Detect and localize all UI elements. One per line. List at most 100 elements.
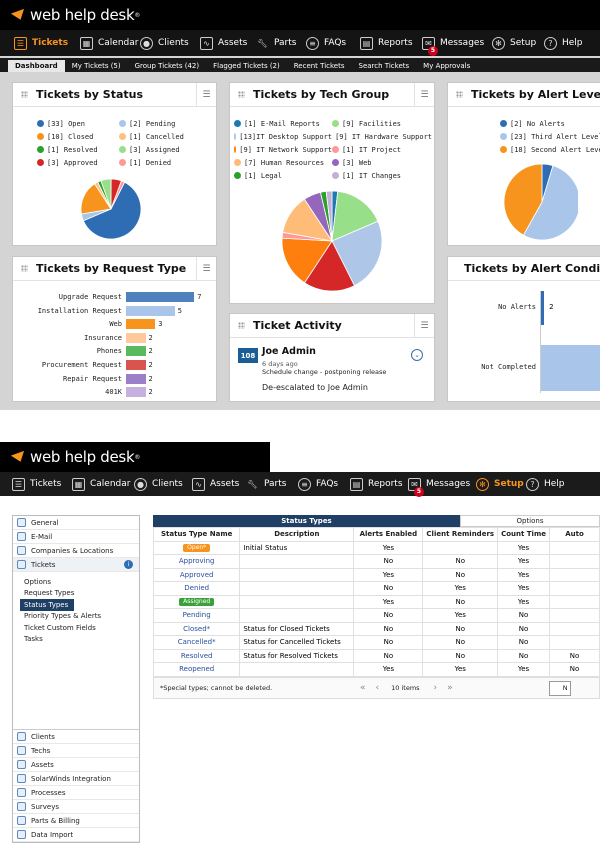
legend-item[interactable]: [1] Denied bbox=[119, 156, 201, 169]
table-row[interactable]: Resolved Status for Resolved Tickets No No N… bbox=[152, 648, 600, 663]
subtab-group-tickets[interactable]: Group Tickets (42) bbox=[134, 62, 200, 70]
legend-item[interactable]: [7] Human Resources bbox=[234, 156, 332, 169]
nav-assets[interactable]: ∿ Assets bbox=[192, 477, 246, 491]
column-header[interactable]: Client Reminders bbox=[422, 527, 499, 542]
nav-help[interactable]: ? Help bbox=[544, 36, 588, 50]
sidebar-sub-custom-fields[interactable]: Ticket Custom Fields bbox=[24, 623, 96, 632]
nav-faqs[interactable]: ≡ FAQs bbox=[298, 477, 350, 491]
legend-item[interactable]: [10] Closed bbox=[37, 130, 119, 143]
info-icon[interactable]: i bbox=[124, 560, 133, 569]
sidebar-item[interactable]: Assets bbox=[13, 758, 139, 772]
column-header[interactable]: Auto bbox=[549, 527, 600, 542]
legend-item[interactable]: [1] Resolved bbox=[37, 143, 119, 156]
legend-item[interactable]: [1] Cancelled bbox=[119, 130, 201, 143]
bar[interactable] bbox=[126, 360, 146, 370]
legend-item[interactable]: [18] Second Alert Level bbox=[500, 143, 600, 156]
nav-calendar[interactable]: ▦ Calendar bbox=[72, 477, 134, 491]
sidebar-item[interactable]: Data Import bbox=[13, 828, 139, 842]
next-page-icon[interactable]: › bbox=[433, 683, 438, 693]
last-page-icon[interactable]: » bbox=[447, 683, 453, 693]
nav-parts[interactable]: 🔧︎ Parts bbox=[257, 38, 297, 48]
legend-item[interactable]: [13]IT Desktop Support bbox=[234, 130, 332, 143]
column-header[interactable]: Count Time bbox=[497, 527, 550, 542]
nav-messages[interactable]: ✉ Messages 5 bbox=[422, 36, 492, 56]
bar[interactable] bbox=[126, 332, 146, 343]
sidebar-item-general[interactable]: General bbox=[13, 516, 139, 530]
nav-clients[interactable]: ● Clients bbox=[140, 36, 200, 50]
legend-item[interactable]: [9] IT Hardware Support bbox=[332, 130, 432, 143]
legend-item[interactable]: [33] Open bbox=[37, 117, 119, 130]
nav-calendar[interactable]: ▦ Calendar bbox=[80, 36, 140, 50]
sidebar-item-tickets[interactable]: Tickets i bbox=[13, 558, 139, 572]
status-name[interactable]: Open* bbox=[152, 540, 241, 555]
nav-setup[interactable]: ✻ Setup bbox=[492, 36, 544, 50]
nav-messages[interactable]: ✉ Messages 5 bbox=[408, 477, 476, 497]
sidebar-item-email[interactable]: E-Mail bbox=[13, 530, 139, 544]
bar[interactable] bbox=[126, 373, 146, 384]
table-row[interactable]: Approving No No Yes bbox=[152, 554, 600, 569]
subtab-search-tickets[interactable]: Search Tickets bbox=[358, 62, 410, 70]
legend-item[interactable]: [23] Third Alert Level bbox=[500, 130, 600, 143]
sidebar-sub-status-types[interactable]: Status Types bbox=[20, 599, 74, 611]
nav-tickets[interactable]: ☰ Tickets bbox=[14, 36, 80, 50]
column-header[interactable]: Description bbox=[239, 527, 355, 542]
column-header[interactable]: Alerts Enabled bbox=[353, 527, 424, 542]
tab-status-types[interactable]: Status Types bbox=[153, 515, 460, 527]
nav-reports[interactable]: ▤ Reports bbox=[360, 36, 422, 50]
bar[interactable] bbox=[126, 346, 146, 357]
bar[interactable] bbox=[541, 345, 600, 391]
widget-menu-icon[interactable]: ☰ bbox=[414, 314, 434, 337]
status-name[interactable]: Cancelled* bbox=[152, 635, 241, 650]
status-name[interactable]: Reopened bbox=[152, 662, 241, 677]
subtab-my-approvals[interactable]: My Approvals bbox=[423, 62, 471, 70]
drag-handle-icon[interactable] bbox=[21, 91, 28, 98]
legend-item[interactable]: [9] Facilities bbox=[332, 117, 432, 130]
bar[interactable] bbox=[126, 387, 146, 398]
legend-item[interactable]: [1] IT Changes bbox=[332, 169, 432, 182]
status-pill[interactable]: Assigned bbox=[179, 598, 215, 607]
legend-item[interactable]: [2] Pending bbox=[119, 117, 201, 130]
table-row[interactable]: Assigned Yes No Yes bbox=[152, 594, 600, 609]
legend-item[interactable]: [3] Assigned bbox=[119, 143, 201, 156]
table-row[interactable]: Approved Yes No Yes bbox=[152, 567, 600, 582]
table-row[interactable]: Reopened Yes Yes Yes No bbox=[152, 662, 600, 677]
pie-slice[interactable] bbox=[331, 190, 379, 242]
legend-item[interactable]: [1] E-Mail Reports bbox=[234, 117, 332, 130]
widget-menu-icon[interactable]: ☰ bbox=[196, 83, 216, 106]
status-name[interactable]: Closed* bbox=[152, 621, 241, 636]
sidebar-item[interactable]: Processes bbox=[13, 786, 139, 800]
sidebar-item[interactable]: Clients bbox=[13, 730, 139, 744]
legend-item[interactable]: [3] Web bbox=[332, 156, 432, 169]
sidebar-sub-priority-types[interactable]: Priority Types & Alerts bbox=[24, 612, 102, 621]
tab-options[interactable]: Options bbox=[460, 515, 600, 527]
nav-clients[interactable]: ● Clients bbox=[134, 477, 192, 491]
table-row[interactable]: Closed* Status for Closed Tickets No No No bbox=[152, 621, 600, 636]
table-row[interactable]: Open* Initial Status Yes Yes bbox=[152, 540, 600, 555]
prev-page-icon[interactable]: ‹ bbox=[375, 683, 380, 693]
table-row[interactable]: Pending No Yes No bbox=[152, 608, 600, 623]
nav-assets[interactable]: ∿ Assets bbox=[200, 36, 256, 50]
nav-parts[interactable]: 🔧︎ Parts bbox=[247, 479, 287, 489]
expand-icon[interactable]: ⌄ bbox=[411, 349, 423, 361]
legend-item[interactable]: [2] No Alerts bbox=[500, 117, 600, 130]
pie-slice[interactable] bbox=[281, 237, 333, 284]
sidebar-sub-tasks[interactable]: Tasks bbox=[24, 635, 43, 644]
sidebar-sub-request-types[interactable]: Request Types bbox=[24, 589, 75, 598]
pie-slice[interactable] bbox=[522, 165, 578, 241]
first-page-icon[interactable]: « bbox=[360, 683, 366, 693]
sidebar-item[interactable]: Techs bbox=[13, 744, 139, 758]
table-row[interactable]: Cancelled* Status for Cancelled Tickets No… bbox=[152, 635, 600, 650]
bar[interactable] bbox=[126, 319, 156, 330]
nav-setup[interactable]: ✻ Setup bbox=[476, 477, 526, 491]
nav-reports[interactable]: ▤ Reports bbox=[350, 477, 408, 491]
pie-slice[interactable] bbox=[503, 163, 543, 236]
subtab-dashboard[interactable]: Dashboard bbox=[8, 60, 65, 72]
sidebar-item[interactable]: SolarWinds Integration bbox=[13, 772, 139, 786]
sidebar-item[interactable]: Surveys bbox=[13, 800, 139, 814]
status-name[interactable]: Approved bbox=[152, 567, 241, 582]
nav-faqs[interactable]: ≡ FAQs bbox=[306, 36, 360, 50]
legend-item[interactable]: [3] Approved bbox=[37, 156, 119, 169]
drag-handle-icon[interactable] bbox=[456, 91, 463, 98]
widget-menu-icon[interactable]: ☰ bbox=[414, 83, 434, 106]
pie-slice[interactable] bbox=[325, 190, 333, 242]
